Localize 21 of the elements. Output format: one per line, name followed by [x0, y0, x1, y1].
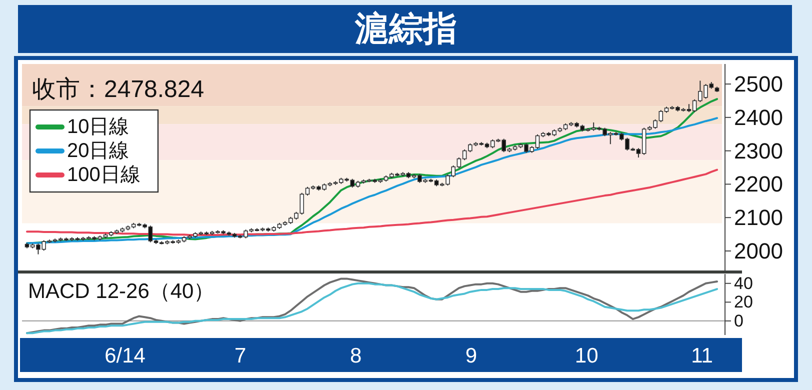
legend-label: 20日線	[67, 140, 130, 162]
y-tick-label: 20	[734, 292, 753, 312]
y-tick-label: 40	[734, 274, 753, 293]
y-tick-label: 0	[734, 311, 744, 330]
chart-title: 滬綜指	[354, 10, 457, 48]
y-tick-label: 2000	[734, 238, 783, 264]
annotation: 收市：2478.824	[32, 76, 204, 103]
y-tick-label: 2100	[734, 205, 783, 230]
chart-title: MACD 12-26（40）	[28, 280, 215, 303]
text: 10	[574, 344, 598, 368]
text: 11	[691, 344, 713, 368]
y-tick-label: 2400	[734, 104, 783, 130]
text: 8	[350, 344, 362, 368]
text: 6/14	[104, 344, 146, 368]
legend-label: 10日線	[67, 116, 130, 138]
y-tick-label: 2500	[734, 72, 783, 97]
text: 7	[234, 344, 246, 368]
legend-label: 100日線	[67, 164, 140, 186]
text: 9	[465, 344, 478, 368]
y-tick-label: 2200	[734, 172, 783, 197]
y-tick-label: 2300	[734, 138, 783, 164]
